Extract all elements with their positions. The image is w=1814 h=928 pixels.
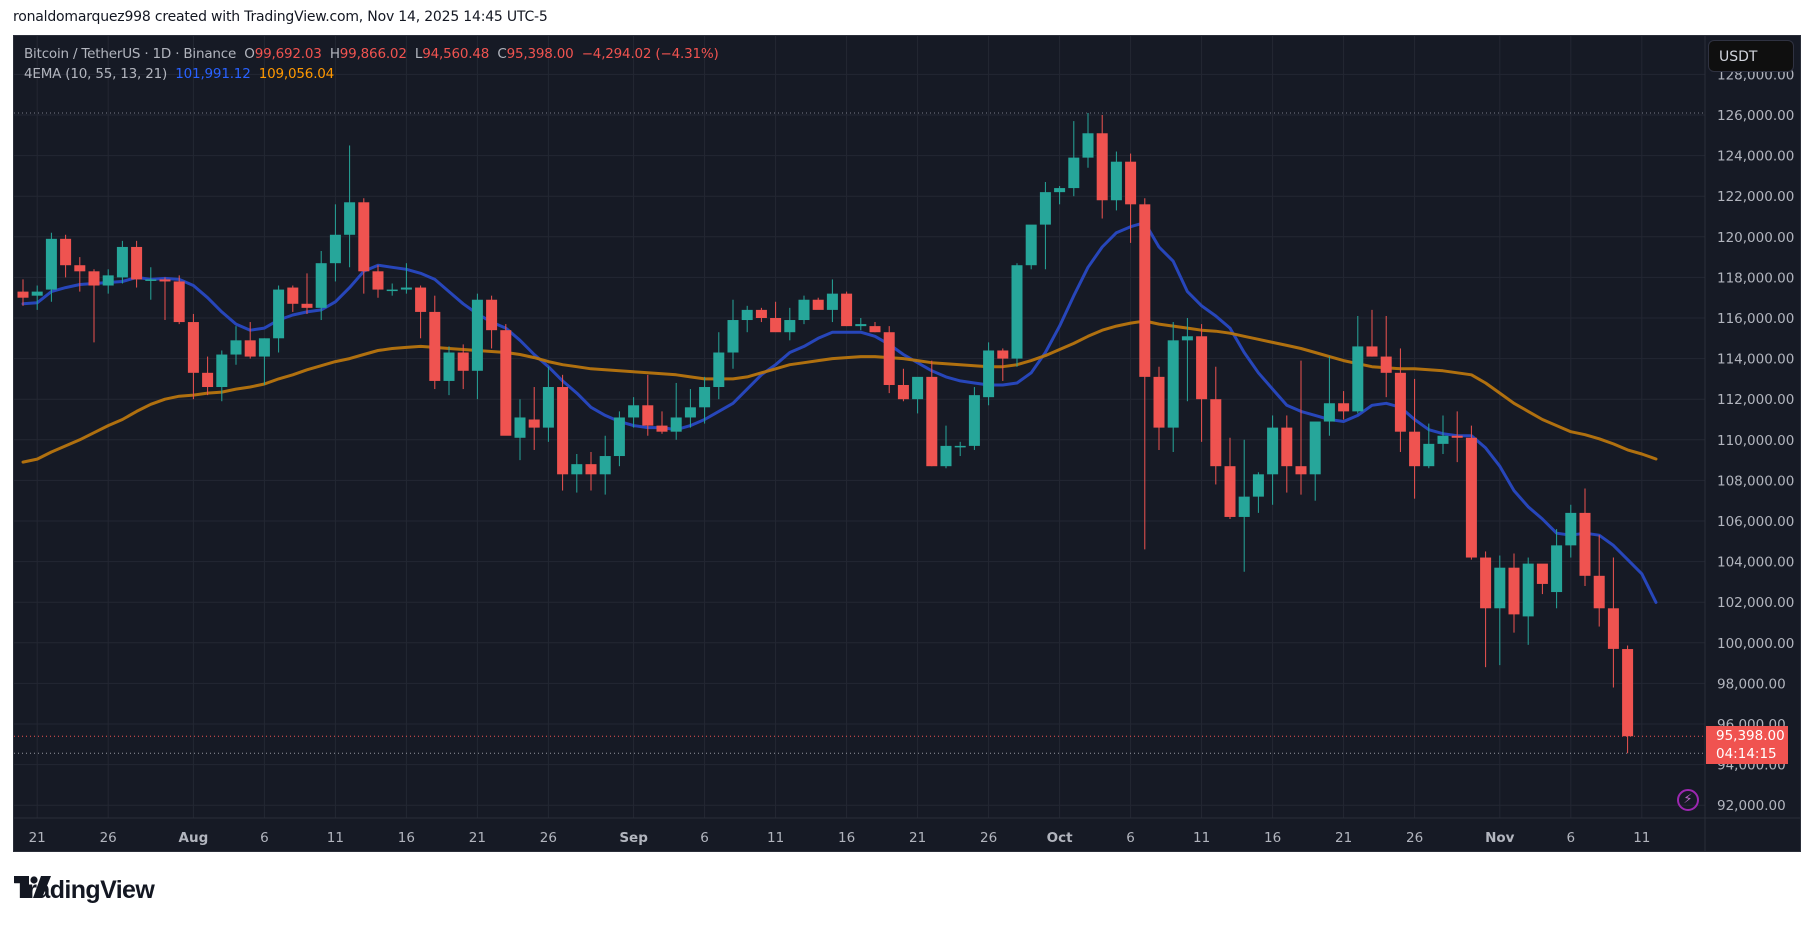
svg-text:114,000.00: 114,000.00 <box>1717 352 1794 368</box>
svg-text:112,000.00: 112,000.00 <box>1717 392 1794 408</box>
ema-fast-value: 101,991.12 <box>175 66 251 82</box>
svg-text:11: 11 <box>1633 830 1650 846</box>
svg-text:16: 16 <box>398 830 415 846</box>
svg-text:21: 21 <box>469 830 486 846</box>
svg-text:11: 11 <box>1193 830 1210 846</box>
svg-text:Oct: Oct <box>1047 830 1073 846</box>
chart-legend: Bitcoin / TetherUS · 1D · Binance O99,69… <box>24 44 719 84</box>
svg-text:98,000.00: 98,000.00 <box>1717 676 1786 692</box>
close-label: C <box>497 46 507 62</box>
svg-text:Nov: Nov <box>1485 830 1515 846</box>
svg-text:21: 21 <box>1335 830 1352 846</box>
svg-text:6: 6 <box>1126 830 1135 846</box>
candlestick-chart[interactable]: 92,000.0094,000.0096,000.0098,000.00100,… <box>14 36 1801 852</box>
svg-text:26: 26 <box>980 830 997 846</box>
svg-text:Sep: Sep <box>619 830 648 846</box>
chart-credit: ronaldomarquez998 created with TradingVi… <box>13 9 548 25</box>
currency-button[interactable]: USDT <box>1708 40 1794 72</box>
svg-text:16: 16 <box>838 830 855 846</box>
symbol-label[interactable]: Bitcoin / TetherUS · 1D · Binance <box>24 46 237 62</box>
svg-text:120,000.00: 120,000.00 <box>1717 230 1794 246</box>
svg-text:100,000.00: 100,000.00 <box>1717 636 1794 652</box>
ohlc-row: Bitcoin / TetherUS · 1D · Binance O99,69… <box>24 44 719 64</box>
svg-text:106,000.00: 106,000.00 <box>1717 514 1794 530</box>
low-value: 94,560.48 <box>422 46 490 62</box>
change-value: −4,294.02 (−4.31%) <box>581 46 719 62</box>
svg-text:92,000.00: 92,000.00 <box>1717 798 1786 814</box>
svg-text:126,000.00: 126,000.00 <box>1717 108 1794 124</box>
svg-text:6: 6 <box>260 830 269 846</box>
chart-panel[interactable]: Bitcoin / TetherUS · 1D · Binance O99,69… <box>13 35 1801 852</box>
svg-text:110,000.00: 110,000.00 <box>1717 433 1794 449</box>
svg-text:124,000.00: 124,000.00 <box>1717 149 1794 165</box>
svg-text:104,000.00: 104,000.00 <box>1717 555 1794 571</box>
ema-slow-value: 109,056.04 <box>258 66 335 82</box>
open-value: 99,692.03 <box>254 46 322 62</box>
svg-text:11: 11 <box>327 830 344 846</box>
svg-text:122,000.00: 122,000.00 <box>1717 189 1794 205</box>
svg-text:6: 6 <box>1567 830 1576 846</box>
svg-text:6: 6 <box>700 830 709 846</box>
svg-text:26: 26 <box>1406 830 1423 846</box>
lightning-bolt-icon[interactable]: ⚡ <box>1677 789 1699 811</box>
close-value: 95,398.00 <box>506 46 574 62</box>
svg-text:26: 26 <box>540 830 557 846</box>
svg-text:26: 26 <box>100 830 117 846</box>
indicator-row: 4EMA (10, 55, 13, 21) 101,991.12 109,056… <box>24 64 719 84</box>
svg-text:16: 16 <box>1264 830 1281 846</box>
tradingview-logo: TradingView <box>14 876 155 905</box>
indicator-label[interactable]: 4EMA (10, 55, 13, 21) <box>24 66 168 82</box>
svg-text:Aug: Aug <box>179 830 209 846</box>
svg-text:108,000.00: 108,000.00 <box>1717 473 1794 489</box>
low-label: L <box>414 46 423 62</box>
bar-countdown: 04:14:15 <box>1716 746 1777 762</box>
svg-text:21: 21 <box>909 830 926 846</box>
svg-text:102,000.00: 102,000.00 <box>1717 595 1794 611</box>
last-price: 95,398.00 <box>1716 728 1785 744</box>
last-price-tag: 95,398.00 04:14:15 <box>1706 726 1788 764</box>
high-value: 99,866.02 <box>339 46 407 62</box>
svg-text:118,000.00: 118,000.00 <box>1717 270 1794 286</box>
svg-text:116,000.00: 116,000.00 <box>1717 311 1794 327</box>
high-label: H <box>329 46 340 62</box>
svg-text:21: 21 <box>29 830 46 846</box>
tradingview-mark-icon <box>14 876 51 898</box>
svg-text:11: 11 <box>767 830 784 846</box>
open-label: O <box>244 46 255 62</box>
